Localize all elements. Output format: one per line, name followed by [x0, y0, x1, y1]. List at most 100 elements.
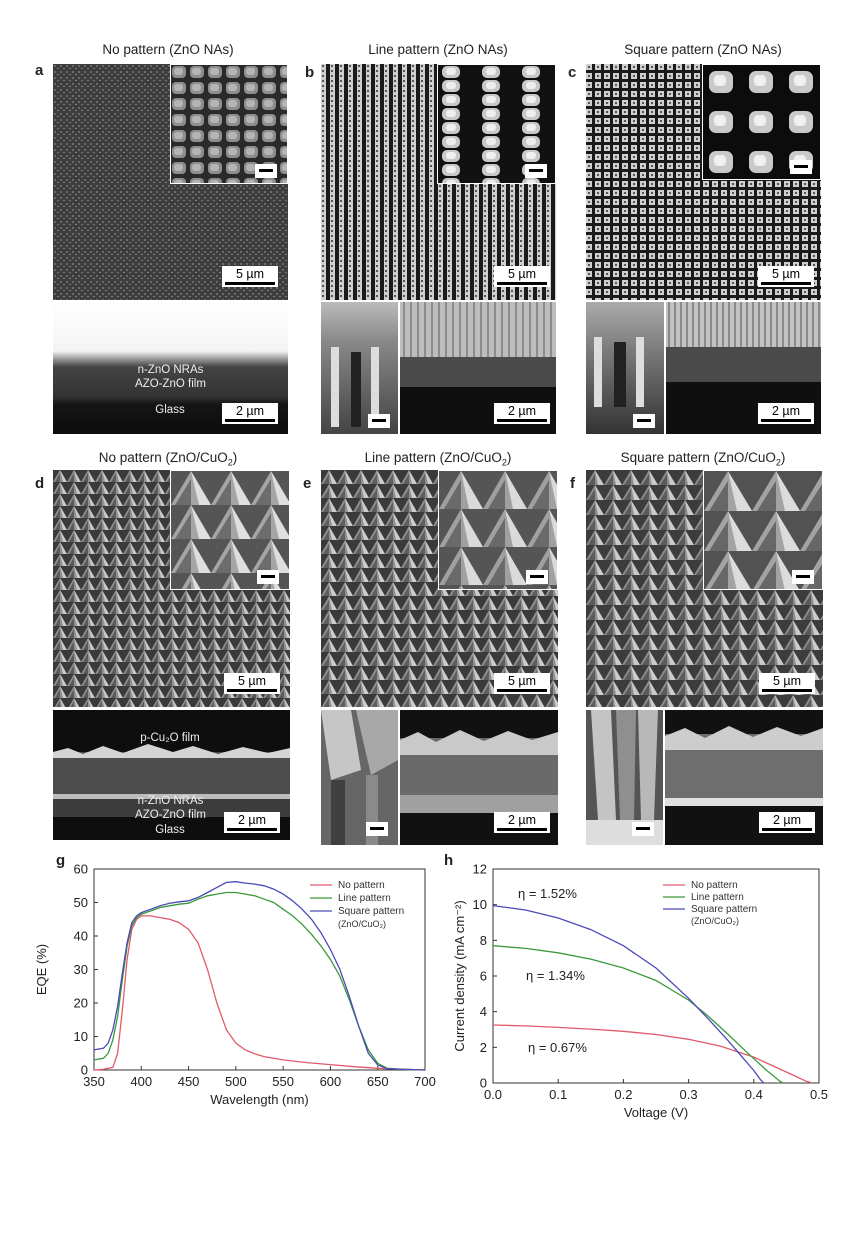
chart-g-xtick-label: 450	[178, 1074, 200, 1089]
scale-bar-f-top: 5 µm	[759, 673, 815, 694]
panel-d-title-sub: 2	[227, 457, 233, 468]
sem-image-b-cross	[400, 302, 556, 434]
chart-g-xtick-label: 500	[225, 1074, 247, 1089]
chart-h-annotation-1: η = 1.34%	[526, 968, 585, 983]
chart-g-ytick-label: 20	[74, 996, 88, 1011]
panel-d-title: No pattern (ZnO/CuO2)	[48, 450, 288, 468]
chart-h-ytick-label: 2	[480, 1040, 487, 1055]
panel-e-title-text: Line pattern (ZnO/CuO	[364, 450, 502, 465]
sem-image-b-cross-zoom	[321, 302, 398, 434]
layer-label-d-azo: AZO-ZnO film	[135, 809, 206, 821]
layer-label-d-nrz: n-ZnO NRAs	[137, 795, 204, 807]
scale-bar-d-top: 5 µm	[224, 673, 280, 694]
panel-e-letter: e	[303, 475, 312, 492]
scale-bar-b-top: 5 µm	[494, 266, 550, 287]
chart-g-xtick-label: 700	[414, 1074, 436, 1089]
scale-bar-f-bottom: 2 µm	[759, 812, 815, 833]
sem-image-f-cross-zoom	[586, 710, 663, 845]
chart-h-legend-label-0: No pattern	[691, 880, 738, 891]
scale-bar-c-top: 5 µm	[758, 266, 814, 287]
chart-g-legend-label-3: (ZnO/CuO₂)	[338, 919, 386, 929]
layer-label-a-azo: AZO-ZnO film	[135, 378, 206, 390]
chart-h-ytick-label: 4	[480, 1004, 487, 1019]
chart-h-series-line-2	[492, 904, 765, 1084]
scale-bar-d-inset	[257, 570, 279, 584]
panel-b-title: Line pattern (ZnO NAs)	[368, 42, 508, 57]
scale-bar-e-bottom: 2 µm	[494, 812, 550, 833]
scale-bar-b-inset	[525, 164, 547, 178]
chart-g-ylabel: EQE (%)	[34, 944, 49, 995]
scale-bar-c-bottom: 2 µm	[758, 403, 814, 424]
chart-h-xtick-label: 0.3	[680, 1087, 698, 1102]
scale-bar-c-zoom	[633, 414, 655, 428]
chart-h-xtick-label: 0.2	[614, 1087, 632, 1102]
chart-h-legend-label-3: (ZnO/CuO₂)	[691, 916, 739, 926]
chart-h-ytick-label: 6	[480, 969, 487, 984]
panel-a-letter: a	[35, 62, 44, 79]
chart-g-series-line-1	[93, 891, 426, 1071]
chart-h-series-line-0	[492, 1024, 813, 1084]
chart-g-xtick-label: 600	[320, 1074, 342, 1089]
scale-bar-e-top: 5 µm	[494, 673, 550, 694]
chart-h-legend-label-2: Square pattern	[691, 904, 757, 915]
panel-e-title-end: )	[506, 450, 512, 465]
chart-g-legend-label-1: Line pattern	[338, 893, 391, 904]
sem-inset-b	[437, 64, 556, 184]
chart-h-legend-label-1: Line pattern	[691, 892, 744, 903]
scale-bar-d-bottom: 2 µm	[224, 812, 280, 833]
chart-g-xtick-label: 650	[367, 1074, 389, 1089]
panel-f-letter: f	[570, 475, 575, 492]
panel-d-title-text: No pattern (ZnO/CuO	[98, 450, 228, 465]
panel-c-letter: c	[568, 64, 577, 81]
scale-bar-f-zoom	[632, 822, 654, 836]
chart-g-series-line-2	[93, 881, 426, 1071]
chart-g-ytick-label: 60	[74, 862, 88, 877]
scale-bar-e-zoom	[366, 822, 388, 836]
chart-h-xlabel: Voltage (V)	[624, 1105, 688, 1120]
chart-g-xtick-label: 350	[83, 1074, 105, 1089]
chart-h-ytick-label: 10	[473, 897, 487, 912]
chart-g-ytick-label: 0	[81, 1063, 88, 1078]
chart-g-series-line-0	[93, 915, 426, 1071]
panel-f-title: Square pattern (ZnO/CuO2)	[583, 450, 823, 468]
scale-bar-a-bottom: 2 µm	[222, 403, 278, 424]
sem-image-c-cross-zoom	[586, 302, 664, 434]
scale-bar-b-bottom: 2 µm	[494, 403, 550, 424]
layer-label-a-glass: Glass	[155, 404, 185, 416]
scale-bar-a-inset	[255, 164, 277, 178]
chart-h-xtick-label: 0.0	[484, 1087, 502, 1102]
scale-bar-c-inset	[790, 160, 812, 174]
chart-h-ylabel: Current density (mA cm⁻²)	[452, 900, 467, 1051]
chart-h-series-line-1	[492, 945, 784, 1084]
chart-g-xtick-label: 400	[130, 1074, 152, 1089]
scale-bar-a-top: 5 µm	[222, 266, 278, 287]
chart-h-xtick-label: 0.1	[549, 1087, 567, 1102]
chart-h-ytick-label: 0	[480, 1076, 487, 1091]
chart-g-legend-label-0: No pattern	[338, 880, 385, 891]
chart-h-annotation-2: η = 0.67%	[528, 1040, 587, 1055]
layer-label-a-nrz: n-ZnO NRAs	[137, 364, 204, 376]
chart-g-ytick-label: 50	[74, 895, 88, 910]
scale-bar-b-zoom	[368, 414, 390, 428]
chart-h-ytick-label: 8	[480, 933, 487, 948]
sem-image-c-cross	[666, 302, 821, 434]
sem-inset-d	[170, 470, 290, 590]
layer-label-d-glass: Glass	[155, 824, 185, 836]
scale-bar-f-inset	[792, 570, 814, 584]
scale-bar-e-inset	[526, 570, 548, 584]
panel-b-letter: b	[305, 64, 315, 81]
panel-d-letter: d	[35, 475, 45, 492]
panel-c-title: Square pattern (ZnO NAs)	[624, 42, 782, 57]
sem-inset-e	[438, 470, 558, 590]
chart-g-panel-letter: g	[56, 852, 65, 869]
sem-image-e-cross	[400, 710, 558, 845]
chart-g-ytick-label: 30	[74, 962, 88, 977]
chart-g-ytick-label: 40	[74, 929, 88, 944]
chart-h-xtick-label: 0.5	[810, 1087, 828, 1102]
panel-e-title-sub: 2	[501, 457, 507, 468]
chart-h-annotation-0: η = 1.52%	[518, 886, 577, 901]
sem-inset-a	[170, 64, 288, 184]
panel-f-title-sub: 2	[775, 457, 781, 468]
chart-h-xtick-label: 0.4	[745, 1087, 763, 1102]
chart-g-eqe: g 350 400 450 500 550 600 650 700 0 10 20 30 40 50 60 Wa…	[34, 852, 436, 1107]
